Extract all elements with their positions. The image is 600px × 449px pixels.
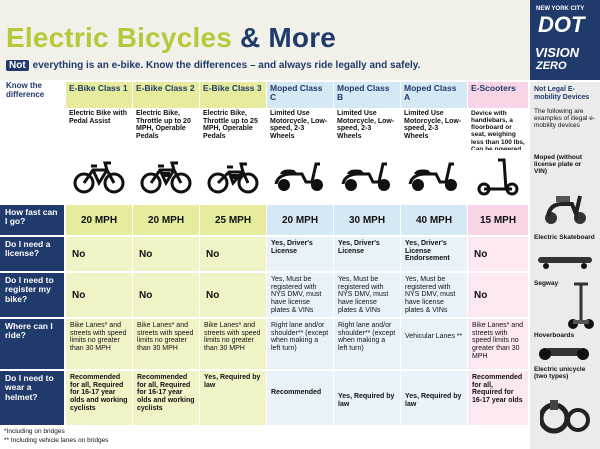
helmet-ebike-3: Yes, Required by law: [200, 371, 266, 425]
logo-vision-text: VISION: [535, 45, 580, 60]
register-ebike-2: No: [133, 273, 199, 317]
logo-zero-text: ZERO: [536, 60, 567, 72]
row-label-helmet: Do I need to wear a helmet?: [0, 371, 64, 425]
register-moped-a: Yes, Must be registered with NYS DMV, mu…: [401, 273, 467, 317]
not-legal-intro: The following are examples of illegal e-…: [534, 108, 596, 130]
know-the-difference-label: Know the difference: [6, 82, 45, 99]
license-moped-b: Yes, Driver's License: [334, 237, 400, 271]
not-legal-item-unicycle: Electric unicycle (two types): [534, 366, 586, 381]
segway-icon: [568, 282, 594, 332]
helmet-e-scooter: Recommended for all, Required for 16-17 …: [468, 371, 528, 425]
row-label-license: Do I need a license?: [0, 237, 64, 271]
not-legal-item-segway: Segway: [534, 280, 559, 287]
electric-skateboard-icon: [536, 254, 594, 270]
e-scooter-icon: [468, 150, 528, 202]
license-ebike-1: No: [66, 237, 132, 271]
header-banner: Electric Bicycles & More Not everything i…: [0, 0, 600, 80]
row-label-ride: Where can I ride?: [0, 319, 64, 369]
hoverboard-icon: [538, 344, 590, 362]
speed-ebike-1: 20 MPH: [66, 205, 132, 235]
title-prefix: Electric Bicycles: [6, 22, 232, 53]
speed-e-scooter: 15 MPH: [468, 205, 528, 235]
col-head-moped-c: Moped Class C: [267, 82, 333, 108]
register-e-scooter: No: [468, 273, 528, 317]
ebike-class1-icon: [66, 150, 132, 202]
speed-ebike-3: 25 MPH: [200, 205, 266, 235]
logo-dot-text: DOT: [538, 12, 585, 37]
license-moped-a: Yes, Driver's License Endorsement: [401, 237, 467, 271]
ebike-class3-icon: [200, 150, 266, 202]
register-ebike-1: No: [66, 273, 132, 317]
desc-ebike-1: Electric Bike with Pedal Assist: [69, 110, 127, 125]
col-head-ebike-3: E-Bike Class 3: [200, 82, 266, 108]
register-moped-c: Yes, Must be registered with NYS DMV, mu…: [267, 273, 333, 317]
not-legal-item-skateboard: Electric Skateboard: [534, 234, 595, 241]
helmet-moped-b: Yes, Required by law: [334, 371, 400, 425]
license-ebike-2: No: [133, 237, 199, 271]
not-legal-panel: Not Legal E-mobility Devices The followi…: [530, 82, 600, 449]
col-head-ebike-2: E-Bike Class 2: [133, 82, 199, 108]
desc-ebike-3: Electric Bike, Throttle up to 25 MPH, Op…: [203, 110, 258, 141]
electric-unicycle-icon: [540, 396, 590, 436]
ride-moped-c: Right lane and/or shoulder** (except whe…: [267, 319, 333, 369]
not-legal-title: Not Legal E-mobility Devices: [534, 86, 590, 101]
speed-moped-a: 40 MPH: [401, 205, 467, 235]
nyc-dot-logo: NEW YORK CITY DOT VISION ZERO: [530, 0, 600, 80]
desc-e-scooters: Device with handlebars, a floorboard or …: [471, 110, 525, 150]
license-e-scooter: No: [468, 237, 528, 271]
col-head-moped-a: Moped Class A: [401, 82, 467, 108]
register-ebike-3: No: [200, 273, 266, 317]
ride-e-scooter: Bike Lanes* and streets with speed limit…: [468, 319, 528, 369]
footnote-bridges: *Including on bridges: [4, 428, 65, 435]
page-title: Electric Bicycles & More: [6, 22, 336, 54]
ebike-class2-icon: [133, 150, 199, 202]
page-subtitle: Not everything is an e-bike. Know the dif…: [6, 60, 420, 71]
moped-class-a-icon: [401, 150, 467, 202]
col-head-e-scooters: E-Scooters: [468, 82, 528, 108]
desc-moped-a: Limited Use Motorcycle, Low-speed, 2-3 W…: [404, 110, 462, 141]
moped-class-c-icon: [267, 150, 333, 202]
ride-moped-b: Right lane and/or shoulder** (except whe…: [334, 319, 400, 369]
speed-moped-b: 30 MPH: [334, 205, 400, 235]
footnote-vehicle-lanes: ** Including vehicle lanes on bridges: [4, 437, 109, 444]
speed-moped-c: 20 MPH: [267, 205, 333, 235]
title-suffix: & More: [232, 22, 337, 53]
row-label-speed: How fast can I go?: [0, 205, 64, 235]
subtitle-text: everything is an e-bike. Know the differ…: [32, 60, 421, 71]
ride-moped-a: Vehicular Lanes **: [401, 319, 467, 369]
col-head-moped-b: Moped Class B: [334, 82, 400, 108]
desc-ebike-2: Electric Bike, Throttle up to 20 MPH, Op…: [136, 110, 191, 141]
not-legal-item-hoverboards: Hoverboards: [534, 332, 575, 339]
desc-moped-c: Limited Use Motorcycle, Low-speed, 2-3 W…: [270, 110, 328, 141]
row-label-register: Do I need to register my bike?: [0, 273, 64, 317]
logo-top-text: NEW YORK CITY: [536, 6, 585, 12]
desc-moped-b: Limited Use Motorcycle, Low-speed, 2-3 W…: [337, 110, 395, 141]
ride-ebike-1: Bike Lanes* and streets with speed limit…: [66, 319, 132, 369]
register-moped-b: Yes, Must be registered with NYS DMV, mu…: [334, 273, 400, 317]
license-moped-c: Yes, Driver's License: [267, 237, 333, 271]
helmet-moped-c: Recommended: [267, 371, 333, 425]
speed-ebike-2: 20 MPH: [133, 205, 199, 235]
helmet-ebike-1: Recommended for all, Required for 16-17 …: [66, 371, 132, 425]
not-legal-item-moped: Moped (without license plate or VIN): [534, 154, 583, 176]
ride-ebike-2: Bike Lanes* and streets with speed limit…: [133, 319, 199, 369]
license-ebike-3: No: [200, 237, 266, 271]
moped-no-plate-icon: [542, 186, 588, 226]
helmet-ebike-2: Recommended for all, Required for 16-17 …: [133, 371, 199, 425]
not-badge: Not: [6, 60, 29, 71]
col-head-ebike-1: E-Bike Class 1: [66, 82, 132, 108]
ride-ebike-3: Bike Lanes* and streets with speed limit…: [200, 319, 266, 369]
helmet-moped-a: Yes, Required by law: [401, 371, 467, 425]
moped-class-b-icon: [334, 150, 400, 202]
